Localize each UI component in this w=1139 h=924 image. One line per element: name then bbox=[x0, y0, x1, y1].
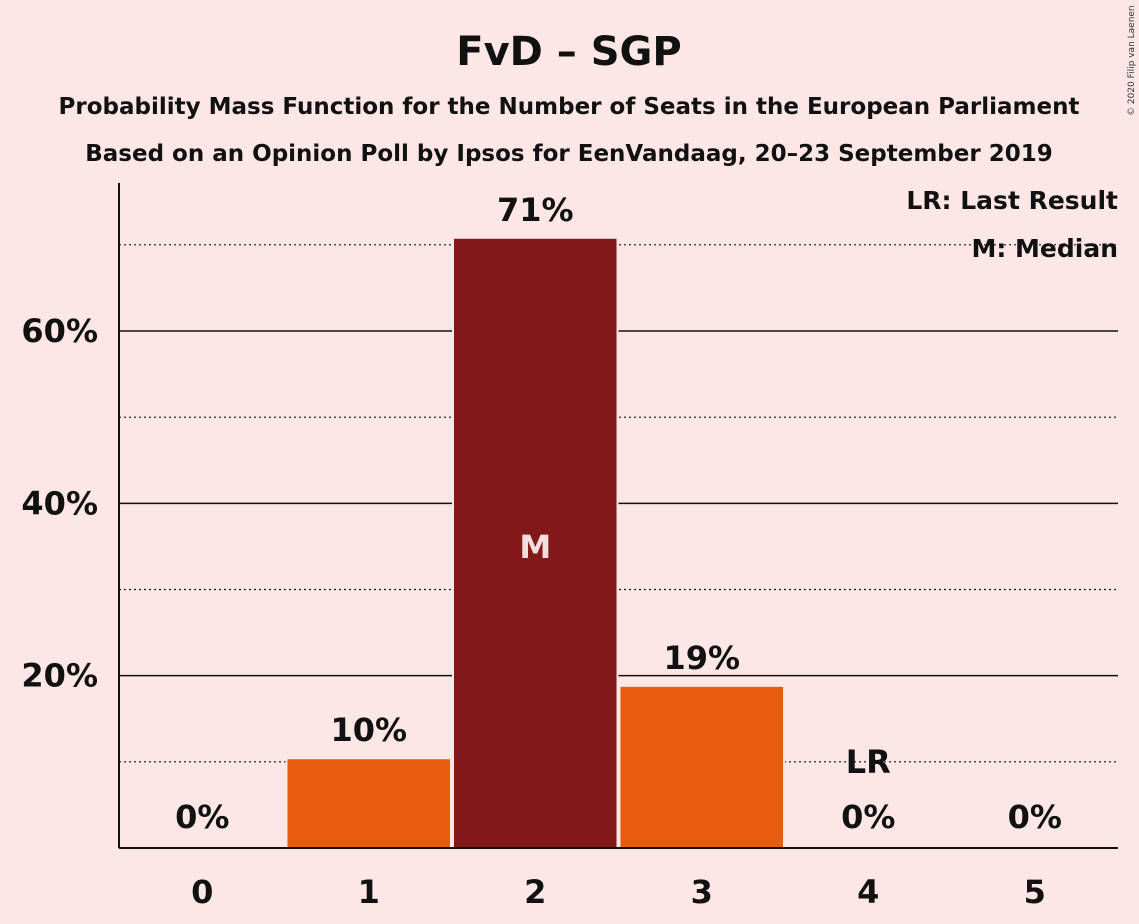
data-label: 0% bbox=[1008, 798, 1062, 836]
axes bbox=[118, 183, 1118, 849]
xtick-label: 2 bbox=[524, 873, 546, 911]
xtick-label: 5 bbox=[1024, 873, 1046, 911]
data-label: 0% bbox=[175, 798, 229, 836]
xtick-label: 3 bbox=[691, 873, 713, 911]
bar bbox=[620, 686, 783, 848]
data-label: 10% bbox=[330, 711, 407, 749]
bar bbox=[287, 759, 450, 848]
data-label: 71% bbox=[497, 191, 574, 229]
ytick-label: 40% bbox=[21, 484, 98, 522]
xtick-label: 4 bbox=[857, 873, 879, 911]
ytick-label: 60% bbox=[21, 312, 98, 350]
chart-title: FvD – SGP bbox=[456, 29, 681, 75]
ytick-label: 20% bbox=[21, 657, 98, 695]
legend-median: M: Median bbox=[971, 234, 1118, 263]
bars bbox=[285, 238, 785, 849]
last-result-marker: LR bbox=[846, 743, 891, 781]
xtick-label: 0 bbox=[191, 873, 213, 911]
data-label: 19% bbox=[663, 639, 740, 677]
chart-subtitle-2: Based on an Opinion Poll by Ipsos for Ee… bbox=[85, 141, 1052, 167]
legend-last-result: LR: Last Result bbox=[906, 186, 1118, 215]
bar bbox=[454, 238, 617, 849]
data-label: 0% bbox=[841, 798, 895, 836]
median-marker: M bbox=[519, 528, 551, 566]
chart-subtitle-1: Probability Mass Function for the Number… bbox=[59, 94, 1080, 120]
copyright-note: © 2020 Filip van Laenen bbox=[1127, 5, 1137, 116]
xtick-label: 1 bbox=[358, 873, 380, 911]
labels: 20%40%60%00%110%271%319%40%50%MLR bbox=[21, 191, 1062, 911]
